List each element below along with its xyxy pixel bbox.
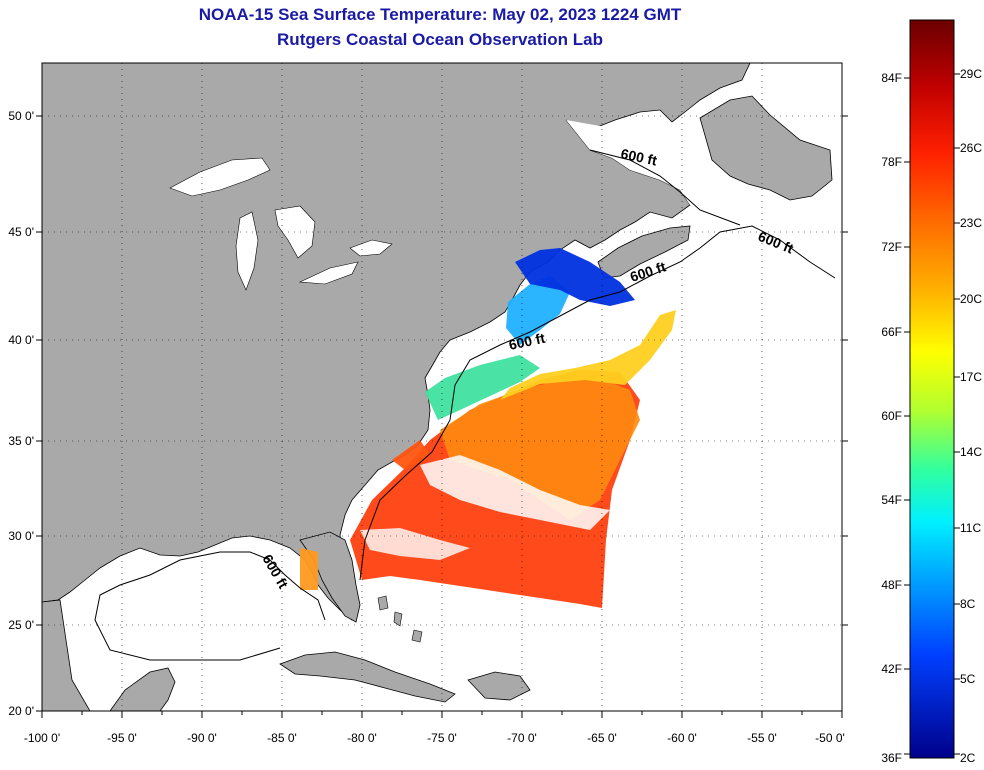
map-subtitle: Rutgers Coastal Ocean Observation Lab: [277, 30, 603, 49]
lon-label: -75 0': [427, 731, 457, 745]
lat-label: 35 0': [8, 434, 34, 448]
land-yucatan: [109, 667, 176, 711]
lon-label: -55 0': [747, 731, 777, 745]
lon-axis: -100 0' -95 0' -90 0' -85 0' -80 0' -75 …: [24, 711, 845, 745]
colorbar-label-c: 5C: [960, 672, 976, 686]
colorbar-label-c: 8C: [960, 597, 976, 611]
depth-contour-600ft: [94, 551, 326, 661]
colorbar-label-f: 66F: [881, 325, 902, 339]
land-nova-scotia: [597, 225, 691, 279]
lon-label: -50 0': [815, 731, 845, 745]
colorbar: 84F 78F 72F 66F 60F 54F 48F 42F 36F 29C …: [881, 19, 982, 765]
lat-label: 45 0': [8, 225, 34, 239]
lat-label: 50 0': [8, 109, 34, 123]
land-hispaniola: [467, 671, 531, 701]
depth-contour-600ft-stlawrence: [589, 149, 741, 226]
colorbar-label-f: 36F: [881, 751, 902, 765]
contour-label-mid-atlantic: 600 ft: [507, 330, 546, 353]
lon-label: -85 0': [267, 731, 297, 745]
land-cuba: [279, 651, 456, 703]
colorbar-label-f: 54F: [881, 493, 902, 507]
lon-label: -65 0': [587, 731, 617, 745]
lake-ontario: [349, 239, 393, 257]
lon-label: -90 0': [187, 731, 217, 745]
map-grid: [42, 63, 842, 711]
colorbar-label-c: 20C: [960, 292, 982, 306]
colorbar-label-c: 29C: [960, 67, 982, 81]
lat-label: 20 0': [8, 704, 34, 718]
colorbar-label-c: 14C: [960, 445, 982, 459]
lake-superior: [169, 157, 271, 197]
colorbar-label-f: 48F: [881, 578, 902, 592]
sst-data-swath: [300, 248, 676, 608]
lon-label: -95 0': [107, 731, 137, 745]
colorbar-label-c: 17C: [960, 370, 982, 384]
lon-label: -80 0': [347, 731, 377, 745]
lat-label: 25 0': [8, 618, 34, 632]
colorbar-label-c: 23C: [960, 216, 982, 230]
lat-label: 30 0': [8, 529, 34, 543]
map-title: NOAA-15 Sea Surface Temperature: May 02,…: [198, 5, 682, 24]
colorbar-label-f: 78F: [881, 155, 902, 169]
lat-label: 40 0': [8, 333, 34, 347]
colorbar-gradient: [909, 19, 955, 759]
lon-label: -100 0': [24, 731, 60, 745]
land-bahamas: [377, 595, 423, 643]
colorbar-label-f: 84F: [881, 71, 902, 85]
colorbar-label-c: 2C: [960, 751, 976, 765]
lon-label: -70 0': [507, 731, 537, 745]
contour-label-stlawrence: 600 ft: [619, 145, 658, 168]
lake-michigan: [235, 211, 259, 291]
lon-label: -60 0': [667, 731, 697, 745]
gulf-of-st-lawrence: [566, 120, 712, 205]
colorbar-label-f: 72F: [881, 240, 902, 254]
land-mexico: [42, 599, 91, 711]
colorbar-label-c: 26C: [960, 141, 982, 155]
land-newfoundland: [699, 95, 833, 201]
colorbar-label-f: 60F: [881, 409, 902, 423]
lat-axis: 50 0' 45 0' 40 0' 35 0' 30 0' 25 0' 20 0…: [8, 109, 848, 718]
colorbar-label-f: 42F: [881, 662, 902, 676]
colorbar-label-c: 11C: [960, 521, 981, 535]
depth-contour-600ft-atlantic: [359, 225, 836, 581]
lake-erie: [298, 261, 359, 285]
